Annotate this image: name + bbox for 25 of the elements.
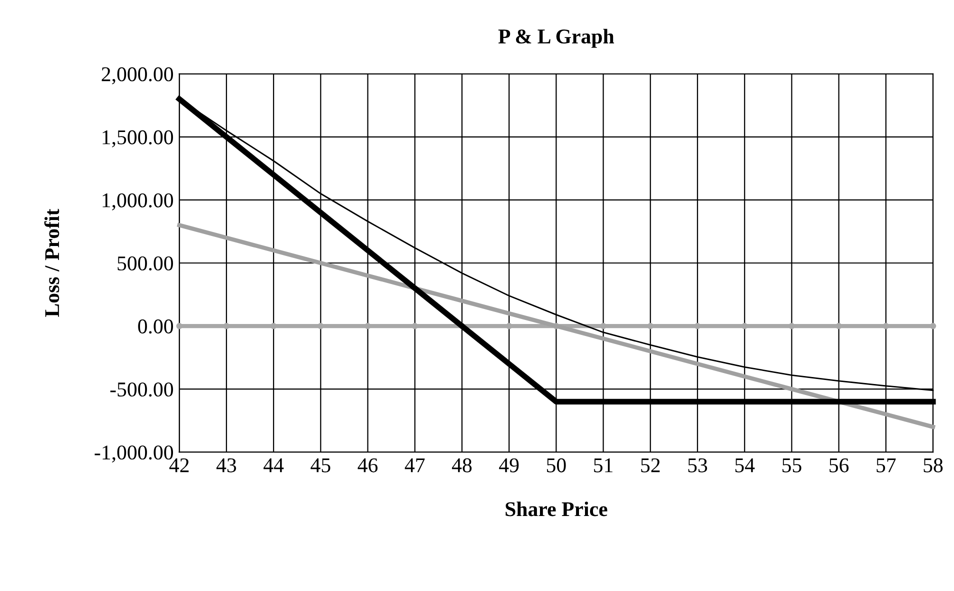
x-tick-label: 43 <box>216 458 236 472</box>
chart-title: P & L Graph <box>498 28 614 48</box>
y-tick-label: -500.00 <box>110 382 174 397</box>
y-tick-label: 2,000.00 <box>102 67 173 84</box>
y-tick-label: 1,500.00 <box>102 130 173 148</box>
x-tick-label: 49 <box>499 458 519 472</box>
x-tick-label: 58 <box>924 458 943 472</box>
x-tick-label: 50 <box>546 458 566 472</box>
x-tick-label: 51 <box>594 458 612 472</box>
x-axis-title: Share Price <box>506 502 608 516</box>
x-tick-label: 48 <box>452 458 472 472</box>
y-tick-label: 0.00 <box>138 319 173 334</box>
x-tick-label: 45 <box>310 458 330 472</box>
x-tick-label: 52 <box>641 458 660 472</box>
x-tick-label: 54 <box>735 458 755 472</box>
x-tick-label: 57 <box>876 458 896 472</box>
x-tick-label: 44 <box>264 458 284 472</box>
y-tick-label: 1,000.00 <box>102 193 173 210</box>
y-tick-label: 500.00 <box>118 256 173 271</box>
x-tick-label: 47 <box>404 458 425 472</box>
x-tick-label: 53 <box>688 458 708 472</box>
y-axis-title: Loss / Profit <box>44 208 60 317</box>
x-tick-label: 56 <box>830 458 849 472</box>
x-tick-label: 46 <box>358 458 378 472</box>
x-tick-label: 55 <box>782 458 802 472</box>
